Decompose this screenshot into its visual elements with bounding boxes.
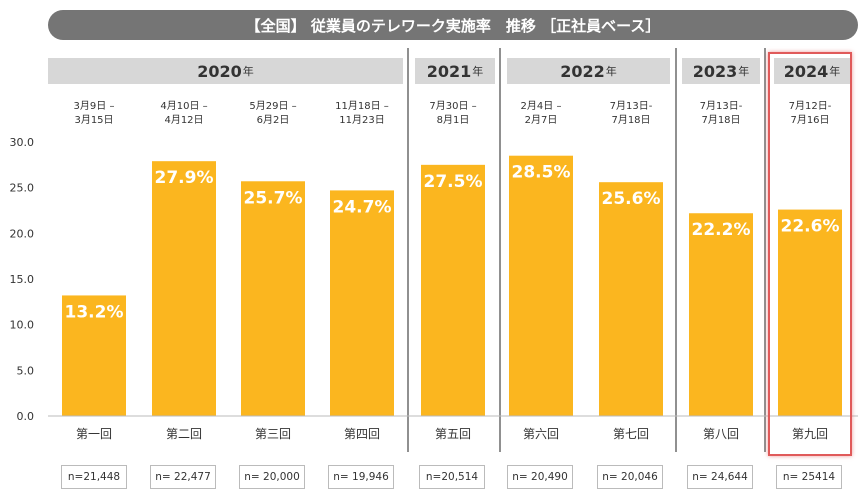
sample-size: n= 22,477 <box>155 471 211 483</box>
bar-value-label: 28.5% <box>512 163 571 183</box>
sample-size: n=21,448 <box>67 471 121 483</box>
date-start: 7月12日- <box>788 101 832 112</box>
year-header-2022: 2022 年 <box>507 58 670 84</box>
survey-date: 5月29日 – 6月2日 <box>229 100 317 128</box>
bar <box>421 164 485 416</box>
y-tick-label: 5.0 <box>17 364 35 377</box>
bar-value-label: 25.7% <box>244 188 303 208</box>
bar-value-label: 27.5% <box>424 172 483 192</box>
sample-size: n= 20,046 <box>602 471 658 483</box>
survey-date: 7月30日 – 8月1日 <box>409 100 497 128</box>
sample-size-box: n=20,514 <box>419 465 485 489</box>
category-label: 第三回 <box>255 427 291 441</box>
y-tick-label: 0.0 <box>17 410 35 423</box>
y-tick-label: 30.0 <box>10 136 35 149</box>
sample-size: n=20,514 <box>425 471 479 483</box>
year-2024-unit: 年 <box>829 65 841 78</box>
sample-size-box: n= 20,000 <box>239 465 305 489</box>
year-header-2020: 2020 年 <box>48 58 403 84</box>
year-2023-unit: 年 <box>738 65 750 78</box>
date-start: 4月10日 – <box>160 101 208 112</box>
date-end: 11月23日 <box>339 115 385 126</box>
category-label: 第六回 <box>523 427 559 441</box>
bar-value-label: 25.6% <box>602 189 661 209</box>
bar <box>689 213 753 416</box>
date-end: 7月16日 <box>790 115 830 126</box>
year-2020-label: 2020 <box>197 61 242 81</box>
year-2022-label: 2022 <box>560 61 605 81</box>
date-start: 7月30日 – <box>429 101 477 112</box>
survey-date: 11月18日 – 11月23日 <box>318 100 406 128</box>
date-end: 8月1日 <box>436 115 470 126</box>
sample-size-box: n= 22,477 <box>150 465 216 489</box>
year-2022-unit: 年 <box>605 65 617 78</box>
y-tick-label: 15.0 <box>10 273 35 286</box>
category-label: 第二回 <box>166 427 202 441</box>
year-2023-label: 2023 <box>692 61 738 81</box>
year-2021-unit: 年 <box>472 65 484 78</box>
year-header-2021: 2021 年 <box>415 58 495 84</box>
chart-title: 【全国】 従業員のテレワーク実施率 推移 ［正社員ベース］ <box>48 10 858 40</box>
bar <box>241 181 305 416</box>
y-tick-label: 10.0 <box>10 319 35 332</box>
date-start: 7月13日- <box>609 101 653 112</box>
sample-size: n= 20,490 <box>512 471 568 483</box>
bar <box>599 182 663 416</box>
survey-date: 7月13日- 7月18日 <box>587 100 675 128</box>
sample-size-box: n=21,448 <box>61 465 127 489</box>
survey-date: 7月13日- 7月18日 <box>677 100 765 128</box>
sample-size: n= 19,946 <box>333 471 389 483</box>
date-start: 7月13日- <box>699 101 743 112</box>
date-start: 5月29日 – <box>249 101 297 112</box>
sample-size-box: n= 20,490 <box>507 465 573 489</box>
category-label: 第一回 <box>76 427 112 441</box>
survey-date: 4月10日 – 4月12日 <box>140 100 228 128</box>
sample-size-box: n= 24,644 <box>687 465 753 489</box>
highlight-frame-2024 <box>768 52 852 456</box>
date-start: 3月9日 – <box>73 101 115 112</box>
bar-value-label: 22.6% <box>781 217 840 237</box>
category-label: 第八回 <box>703 427 739 441</box>
date-start: 2月4日 – <box>520 101 562 112</box>
year-2024-label: 2024 <box>783 61 829 81</box>
survey-date: 7月12日- 7月16日 <box>766 100 854 128</box>
sample-size: n= 20,000 <box>244 471 300 483</box>
sample-size-box: n= 25414 <box>776 465 842 489</box>
sample-size-box: n= 20,046 <box>597 465 663 489</box>
category-label: 第四回 <box>344 427 380 441</box>
sample-size: n= 24,644 <box>692 471 748 483</box>
year-2020-unit: 年 <box>242 65 254 78</box>
bar-value-label: 13.2% <box>65 302 124 322</box>
y-tick-label: 20.0 <box>10 227 35 240</box>
date-end: 4月12日 <box>164 115 204 126</box>
year-header-2024: 2024 年 <box>774 58 850 84</box>
date-start: 11月18日 – <box>335 101 389 112</box>
bar-value-label: 27.9% <box>155 168 214 188</box>
bar <box>330 190 394 416</box>
date-end: 3月15日 <box>74 115 114 126</box>
bar <box>62 295 126 416</box>
y-tick-label: 25.0 <box>10 182 35 195</box>
bar <box>778 209 842 416</box>
date-end: 7月18日 <box>611 115 651 126</box>
bar-value-label: 22.2% <box>692 220 751 240</box>
bar-value-label: 24.7% <box>333 197 392 217</box>
date-end: 2月7日 <box>524 115 558 126</box>
year-header-2023: 2023 年 <box>682 58 760 84</box>
survey-date: 3月9日 – 3月15日 <box>50 100 138 128</box>
sample-size-box: n= 19,946 <box>328 465 394 489</box>
date-end: 6月2日 <box>256 115 290 126</box>
category-label: 第七回 <box>613 427 649 441</box>
bar <box>152 161 216 416</box>
sample-size: n= 25414 <box>782 471 836 483</box>
date-end: 7月18日 <box>701 115 741 126</box>
category-label: 第五回 <box>435 427 471 441</box>
survey-date: 2月4日 – 2月7日 <box>497 100 585 128</box>
bar <box>509 155 573 416</box>
year-2021-label: 2021 <box>426 61 472 81</box>
category-label: 第九回 <box>792 427 828 441</box>
